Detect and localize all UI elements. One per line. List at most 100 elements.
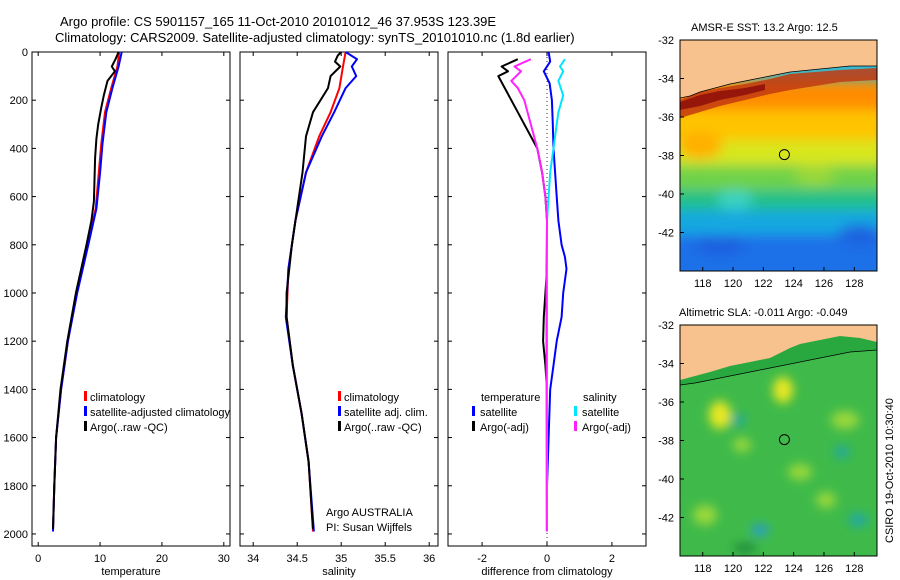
lat-tick-label: -42 bbox=[658, 513, 674, 525]
y-tick-label: 600 bbox=[10, 192, 28, 204]
y-tick-label: 1800 bbox=[4, 481, 28, 493]
x-tick-label: 20 bbox=[156, 553, 168, 565]
sla-heatmap bbox=[680, 325, 877, 556]
legend-label-climatology: climatology bbox=[90, 392, 146, 404]
y-tick-label: 2000 bbox=[4, 529, 28, 541]
lat-tick-label: -36 bbox=[658, 397, 674, 409]
sst-warm-core bbox=[680, 84, 765, 110]
lon-tick-label: 128 bbox=[845, 278, 863, 290]
x-tick-label: 30 bbox=[218, 553, 230, 565]
legend-swatch-climatology bbox=[338, 391, 341, 401]
sst-warm-current bbox=[680, 68, 877, 118]
salinity-xlabel: salinity bbox=[322, 566, 356, 578]
lon-tick-label: 124 bbox=[784, 563, 802, 575]
lat-tick-label: -36 bbox=[658, 112, 674, 124]
lat-tick-label: -34 bbox=[658, 74, 674, 86]
lat-tick-label: -42 bbox=[658, 228, 674, 240]
sst-heatmap bbox=[680, 40, 877, 271]
title-line-1: Argo profile: CS 5901157_165 11-Oct-2010… bbox=[60, 14, 496, 29]
y-tick-label: 200 bbox=[10, 95, 28, 107]
legend-label-argo: Argo(..raw -QC) bbox=[90, 422, 168, 434]
footer-timestamp: CSIRO 19-Oct-2010 10:30:40 bbox=[884, 398, 896, 543]
legend-swatch-argo bbox=[338, 421, 341, 431]
land-australia-sst bbox=[680, 40, 877, 98]
salinity-legend: climatology satellite adj. clim. Argo(..… bbox=[338, 391, 428, 434]
lon-tick-label: 122 bbox=[754, 563, 772, 575]
y-tick-label: 1200 bbox=[4, 336, 28, 348]
x-tick-label: -2 bbox=[477, 553, 487, 565]
legend-header-temperature: temperature bbox=[481, 392, 540, 404]
legend-label-temp-satellite: satellite bbox=[480, 407, 517, 419]
y-tick-label: 1000 bbox=[4, 288, 28, 300]
x-tick-label: 36 bbox=[423, 553, 435, 565]
series-line-salinity-argo-adj bbox=[510, 58, 548, 532]
series-line-temperature-satellite bbox=[542, 51, 568, 532]
sla-argo-float-marker bbox=[778, 434, 790, 446]
x-tick-label: 34 bbox=[247, 553, 259, 565]
series-line-argo-raw-qc bbox=[52, 51, 120, 530]
sla-map-title: Altimetric SLA: -0.011 Argo: -0.049 bbox=[679, 307, 848, 319]
sst-map-panel: AMSR-E SST: 13.2 Argo: 12.5 bbox=[658, 22, 878, 290]
lat-tick-label: -40 bbox=[658, 474, 674, 486]
lat-tick-label: -32 bbox=[658, 320, 674, 332]
x-tick-label: 10 bbox=[94, 553, 106, 565]
y-tick-label: 1600 bbox=[4, 433, 28, 445]
legend-swatch-satellite bbox=[84, 406, 87, 416]
legend-swatch-climatology bbox=[84, 391, 87, 401]
temperature-xlabel: temperature bbox=[101, 566, 160, 578]
lat-tick-label: -38 bbox=[658, 151, 674, 163]
x-tick-label: 0 bbox=[35, 553, 41, 565]
temperature-legend: climatology satellite-adjusted climatolo… bbox=[84, 391, 230, 434]
y-tick-label: 400 bbox=[10, 143, 28, 155]
legend-label-satellite: satellite-adjusted climatology bbox=[90, 407, 230, 419]
lon-tick-label: 120 bbox=[724, 278, 742, 290]
legend-swatch-sal-satellite bbox=[574, 406, 577, 416]
lon-tick-label: 128 bbox=[845, 563, 863, 575]
legend-label-sal-argo: Argo(-adj) bbox=[582, 422, 631, 434]
legend-swatch-sal-argo bbox=[574, 421, 577, 431]
legend-label-satellite: satellite adj. clim. bbox=[344, 407, 428, 419]
lon-tick-label: 126 bbox=[815, 278, 833, 290]
series-line-salinity-satellite bbox=[546, 58, 566, 532]
x-tick-label: 2 bbox=[609, 553, 615, 565]
coastline-sst bbox=[680, 65, 877, 99]
legend-header-salinity: salinity bbox=[583, 392, 617, 404]
legend-swatch-satellite bbox=[338, 406, 341, 416]
legend-swatch-temp-argo bbox=[472, 421, 475, 431]
salinity-panel: 34 34.5 35 35.5 36 salinity climatology sate… bbox=[239, 51, 439, 578]
y-tick-label: 0 bbox=[22, 47, 28, 59]
legend-label-sal-satellite: satellite bbox=[582, 407, 619, 419]
series-line-argo-raw-qc bbox=[285, 51, 342, 530]
sst-argo-float-marker bbox=[778, 149, 790, 161]
coastline-sla bbox=[680, 349, 877, 386]
legend-label-climatology: climatology bbox=[344, 392, 400, 404]
lat-tick-label: -32 bbox=[658, 35, 674, 47]
lat-tick-label: -34 bbox=[658, 359, 674, 371]
x-tick-label: 35.5 bbox=[374, 553, 395, 565]
agency-annotation: Argo AUSTRALIA bbox=[326, 507, 413, 519]
lon-tick-label: 124 bbox=[784, 278, 802, 290]
x-tick-label: 35 bbox=[335, 553, 347, 565]
x-tick-label: 0 bbox=[544, 553, 550, 565]
legend-label-temp-argo: Argo(-adj) bbox=[480, 422, 529, 434]
legend-label-argo: Argo(..raw -QC) bbox=[344, 422, 422, 434]
lon-tick-label: 120 bbox=[724, 563, 742, 575]
salinity-axes-box bbox=[239, 51, 439, 547]
y-tick-label: 800 bbox=[10, 240, 28, 252]
difference-legend: temperature salinity satellite Argo(-adj… bbox=[472, 392, 631, 434]
lon-tick-label: 118 bbox=[694, 563, 712, 575]
sla-map-panel: Altimetric SLA: -0.011 Argo: -0.049 bbox=[658, 307, 878, 575]
lat-tick-label: -38 bbox=[658, 436, 674, 448]
legend-swatch-argo bbox=[84, 421, 87, 431]
sla-shelf-band bbox=[680, 336, 877, 385]
y-tick-label: 1400 bbox=[4, 384, 28, 396]
temperature-axes-box bbox=[31, 51, 231, 547]
lat-tick-label: -40 bbox=[658, 189, 674, 201]
difference-xlabel: difference from climatology bbox=[481, 566, 613, 578]
pi-annotation: PI: Susan Wijffels bbox=[326, 522, 412, 534]
lon-tick-label: 118 bbox=[694, 278, 712, 290]
lon-tick-label: 126 bbox=[815, 563, 833, 575]
lon-tick-label: 122 bbox=[754, 278, 772, 290]
difference-panel: -2 0 2 difference from climatology tempera… bbox=[447, 51, 647, 578]
